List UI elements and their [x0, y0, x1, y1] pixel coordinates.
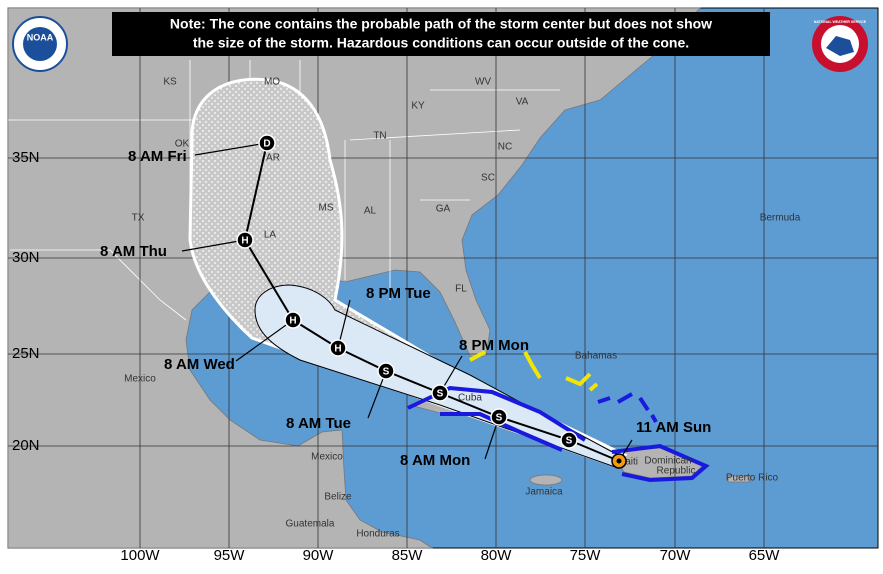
place-label: Mexico	[311, 452, 343, 463]
state-label: OK	[175, 139, 190, 150]
state-label: SC	[481, 173, 495, 184]
time-label: 8 AM Wed	[164, 356, 235, 373]
place-label: Cuba	[458, 393, 482, 404]
storm-symbol-letter: S	[437, 389, 444, 400]
bahamas-watch	[469, 350, 599, 392]
cone-inner	[254, 284, 619, 468]
storm-symbol	[258, 134, 276, 152]
nws-logo-map	[826, 36, 854, 56]
place-label: Bahamas	[575, 351, 617, 362]
state-label: NC	[498, 142, 512, 153]
place-label: Puerto Rico	[726, 473, 779, 484]
place-label: Belize	[324, 492, 352, 503]
state-label: FL	[455, 284, 467, 295]
storm-symbol	[329, 339, 347, 357]
note-line: Note: The cone contains the probable pat…	[170, 16, 712, 32]
place-label: Guatemala	[286, 519, 335, 530]
mainland	[7, 7, 701, 549]
place-label: Republic	[657, 466, 696, 477]
storm-symbol	[560, 431, 578, 449]
hispaniola-warning	[611, 443, 710, 483]
state-label: WV	[475, 77, 491, 88]
storm-symbol-letter: S	[496, 413, 503, 424]
storm-symbol	[236, 231, 254, 249]
noaa-logo-inner	[23, 27, 57, 61]
state-label: AL	[364, 206, 377, 217]
storm-symbol	[490, 408, 508, 426]
puerto-rico	[727, 475, 751, 483]
storm-symbol	[284, 311, 302, 329]
longitude-label: 70W	[660, 547, 692, 564]
leader-line	[181, 239, 246, 252]
jamaica	[529, 474, 563, 486]
leader-line	[235, 319, 294, 362]
storm-symbol-letter: H	[241, 236, 248, 247]
time-label: 8 AM Tue	[286, 415, 351, 432]
storm-symbol-letter: D	[263, 139, 270, 150]
state-label: VA	[516, 97, 529, 108]
state-label: MS	[319, 203, 334, 214]
place-label: Dominican	[644, 456, 691, 467]
state-label: LA	[264, 230, 277, 241]
noaa-logo-text: NOAA	[27, 32, 54, 42]
storm-symbol-letter: H	[334, 344, 341, 355]
time-label: 8 PM Mon	[459, 337, 529, 354]
note-line: the size of the storm. Hazardous conditi…	[193, 35, 689, 51]
longitude-label: 90W	[303, 547, 335, 564]
place-label: Haiti	[618, 457, 638, 468]
latitude-label: 25N	[12, 345, 40, 362]
bahamas-warning	[597, 392, 658, 423]
latitude-label: 20N	[12, 437, 40, 454]
longitude-label: 75W	[570, 547, 602, 564]
leader-line	[194, 142, 268, 156]
latitude-label: 30N	[12, 249, 40, 266]
storm-symbol-letter: S	[566, 436, 573, 447]
current-position-center	[616, 458, 622, 464]
latitude-label: 35N	[12, 149, 40, 166]
note-box	[112, 12, 770, 56]
time-label: 8 AM Fri	[128, 148, 187, 165]
longitude-label: 100W	[120, 547, 160, 564]
state-label: AR	[266, 153, 280, 164]
time-label: 8 AM Mon	[400, 452, 470, 469]
time-label: 8 PM Tue	[366, 285, 431, 302]
place-label: Jamaica	[525, 487, 563, 498]
storm-symbol	[431, 384, 449, 402]
state-label: TX	[132, 213, 145, 224]
longitude-label: 95W	[214, 547, 246, 564]
storm-symbol-letter: S	[383, 367, 390, 378]
place-label: Mexico	[124, 374, 156, 385]
state-label: MO	[264, 77, 280, 88]
state-label: GA	[436, 204, 451, 215]
longitude-label: 65W	[749, 547, 781, 564]
tropical-storm-warnings	[469, 350, 599, 392]
longitude-label: 80W	[481, 547, 513, 564]
state-label: KY	[411, 101, 425, 112]
state-label: TN	[373, 131, 386, 142]
longitude-label: 85W	[392, 547, 424, 564]
state-label: KS	[163, 77, 177, 88]
storm-symbol-letter: H	[289, 316, 296, 327]
place-label: Honduras	[356, 529, 399, 540]
storm-symbol	[377, 362, 395, 380]
place-label: Bermuda	[760, 213, 801, 224]
time-label: 11 AM Sun	[636, 419, 711, 436]
nws-logo-text: NATIONAL WEATHER SERVICE	[814, 20, 867, 24]
time-label: 8 AM Thu	[100, 243, 167, 260]
